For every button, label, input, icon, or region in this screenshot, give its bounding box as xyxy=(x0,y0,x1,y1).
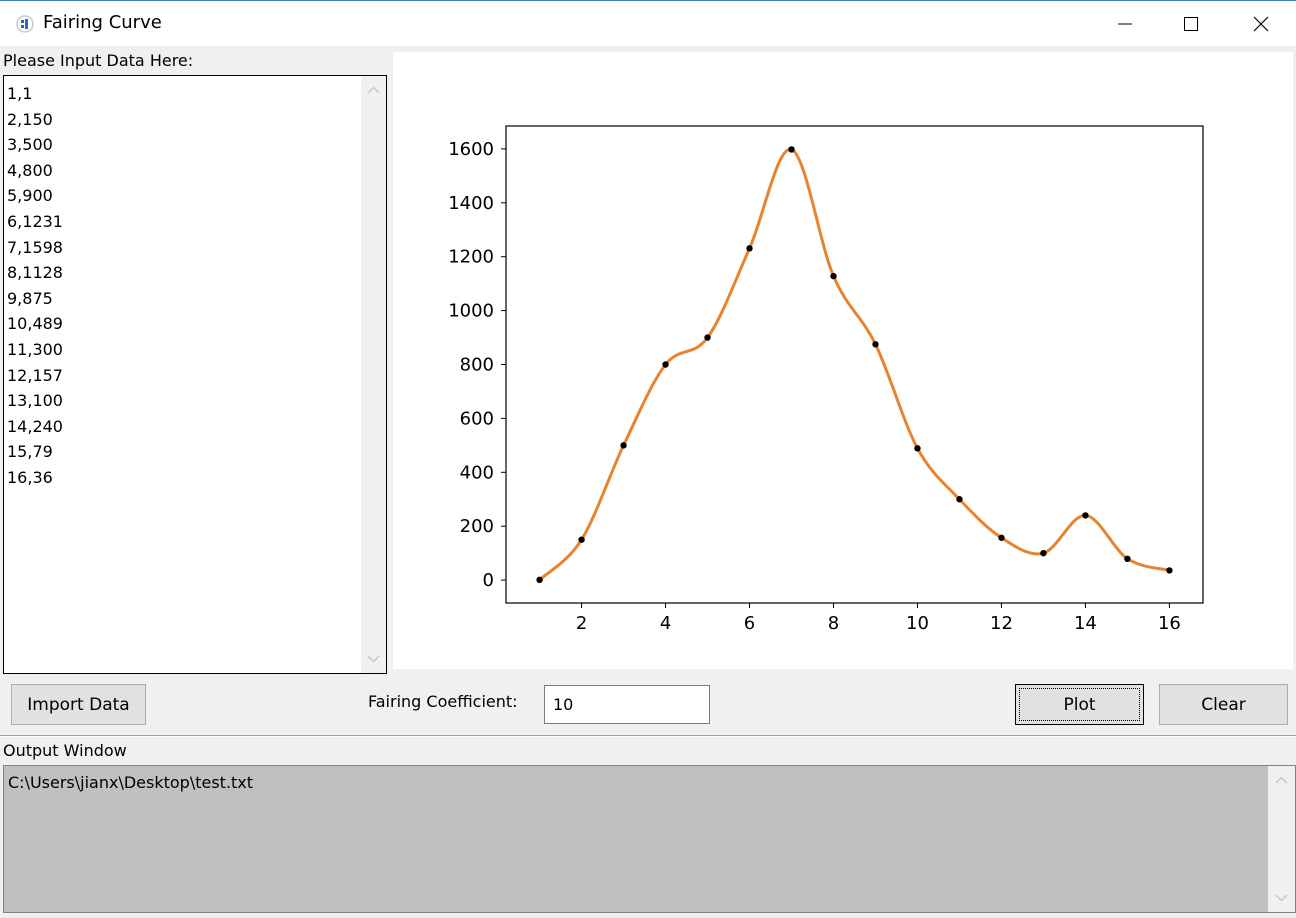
data-point xyxy=(872,341,879,348)
data-line: 15,79 xyxy=(7,442,53,462)
data-line: 13,100 xyxy=(7,391,63,411)
close-icon xyxy=(1253,16,1269,32)
y-tick-label: 600 xyxy=(460,408,494,429)
output-window[interactable]: C:\Users\jianx\Desktop\test.txt xyxy=(3,765,1296,913)
window-title: Fairing Curve xyxy=(43,12,162,33)
data-line: 1,1 xyxy=(7,84,33,103)
x-tick-label: 4 xyxy=(660,613,671,634)
data-scrollbar[interactable] xyxy=(361,76,386,673)
data-lines: 1,1 2,150 3,500 4,800 5,900 6,1231 7,1598 8,112… xyxy=(7,81,63,491)
x-tick-label: 8 xyxy=(828,613,839,634)
data-line: 4,800 xyxy=(7,160,53,180)
data-point xyxy=(746,245,753,252)
data-point xyxy=(914,445,921,452)
data-line: 7,1598 xyxy=(7,237,63,257)
y-tick-label: 400 xyxy=(460,462,494,483)
bottom-strip xyxy=(0,913,1296,918)
data-input-textarea[interactable]: 1,1 2,150 3,500 4,800 5,900 6,1231 7,1598 8,112… xyxy=(3,75,387,674)
scroll-down-icon[interactable] xyxy=(1275,891,1288,904)
data-point xyxy=(1040,549,1047,557)
clear-button[interactable]: Clear xyxy=(1159,684,1288,725)
input-label: Please Input Data Here: xyxy=(3,51,194,70)
data-line: 8,1128 xyxy=(7,263,63,283)
fairing-coefficient-input[interactable] xyxy=(544,685,710,724)
scroll-up-icon[interactable] xyxy=(1275,774,1288,787)
data-point xyxy=(1166,567,1173,574)
y-tick-label: 1600 xyxy=(448,139,494,160)
data-line: 5,900 xyxy=(7,186,53,206)
data-point xyxy=(662,361,669,368)
data-point xyxy=(620,442,627,449)
maximize-button[interactable] xyxy=(1156,1,1226,47)
data-line: 9,875 xyxy=(7,288,53,308)
axes-frame xyxy=(505,125,1204,604)
data-line: 14,240 xyxy=(7,416,63,436)
y-tick-label: 1400 xyxy=(448,193,494,214)
data-line: 16,36 xyxy=(7,467,53,487)
maximize-icon xyxy=(1184,17,1198,31)
import-data-button[interactable]: Import Data xyxy=(11,684,146,725)
scroll-down-icon[interactable] xyxy=(367,652,380,665)
data-point xyxy=(704,334,711,341)
output-text: C:\Users\jianx\Desktop\test.txt xyxy=(8,773,254,792)
data-line: 12,157 xyxy=(7,365,63,385)
separator xyxy=(0,735,1296,737)
data-point xyxy=(578,536,585,543)
data-line: 11,300 xyxy=(7,339,63,359)
x-tick-label: 14 xyxy=(1074,613,1097,634)
y-tick-label: 0 xyxy=(483,570,494,591)
plot-canvas: 2 4 6 8 10 12 14 16 0 200 400 600 800 1000 1200 1400 160… xyxy=(393,52,1293,669)
focus-rectangle xyxy=(1019,688,1140,721)
y-tick-label: 200 xyxy=(460,516,494,537)
data-line: 2,150 xyxy=(7,109,53,129)
data-point xyxy=(788,146,795,153)
y-tick-label: 1000 xyxy=(448,301,494,322)
data-point xyxy=(1124,555,1131,563)
x-tick-label: 6 xyxy=(744,613,755,634)
scroll-up-icon[interactable] xyxy=(367,84,380,97)
fairing-coefficient-label: Fairing Coefficient: xyxy=(368,692,518,711)
y-tick-label: 1200 xyxy=(448,247,494,268)
y-tick-label: 800 xyxy=(460,355,494,376)
x-tick-label: 2 xyxy=(576,613,587,634)
data-line: 10,489 xyxy=(7,314,63,334)
data-point xyxy=(536,576,543,584)
plot-button-label: Plot xyxy=(1063,694,1096,715)
data-line: 3,500 xyxy=(7,135,53,155)
title-bar[interactable]: Fairing Curve xyxy=(0,0,1296,46)
output-scrollbar[interactable] xyxy=(1268,766,1295,912)
minimize-icon xyxy=(1118,23,1132,25)
data-point xyxy=(956,496,963,503)
minimize-button[interactable] xyxy=(1090,1,1160,47)
plot-button[interactable]: Plot xyxy=(1015,684,1144,725)
close-button[interactable] xyxy=(1226,1,1296,47)
fairing-chart: 2 4 6 8 10 12 14 16 0 200 400 600 800 1000 1200 1400 160… xyxy=(448,125,1204,634)
output-label: Output Window xyxy=(3,741,127,760)
data-line: 6,1231 xyxy=(7,211,63,231)
x-tick-label: 16 xyxy=(1158,613,1181,634)
data-point xyxy=(1082,512,1089,519)
app-icon xyxy=(16,15,34,33)
data-point xyxy=(830,272,837,280)
x-tick-label: 12 xyxy=(990,613,1013,634)
x-tick-label: 10 xyxy=(906,613,929,634)
data-point xyxy=(998,534,1005,541)
